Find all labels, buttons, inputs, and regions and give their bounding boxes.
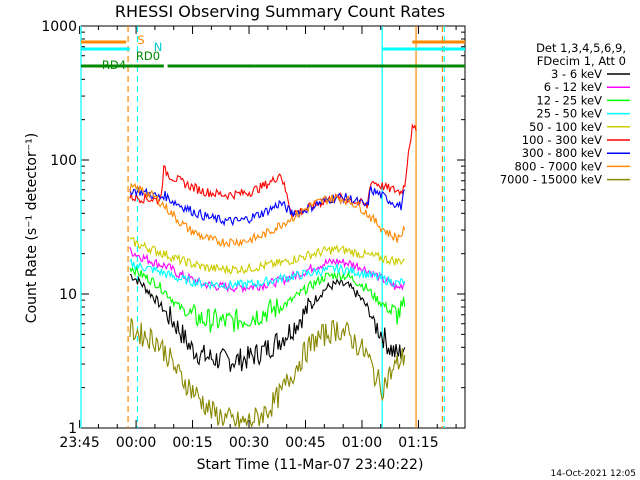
legend-label: 7000 - 15000 keV [500,173,602,187]
legend-label: 100 - 300 keV [522,133,602,147]
legend-header-line-1: Det 1,3,4,5,6,9, [536,41,626,55]
x-tick-label: 00:30 [229,435,269,451]
legend-label: 50 - 100 keV [529,120,602,134]
legend-label: 25 - 50 keV [536,107,602,121]
series-line-300-800keV [129,186,406,227]
series-line-50-100keV [129,237,405,276]
series-line-25-50keV [129,258,406,291]
series-line-100-300keV [129,123,417,218]
legend-label: 800 - 7000 keV [514,159,602,173]
series-line-7000-15000keV [129,318,406,429]
x-tick-label: 00:45 [285,435,325,451]
series-line-12-25keV [129,266,406,333]
x-tick-label: 01:00 [342,435,382,451]
plot-frame [80,25,466,429]
y-tick-label: 1000 [41,19,77,35]
x-tick-label: 01:15 [398,435,438,451]
x-axis-label: Start Time (11-Mar-07 23:40:22) [197,457,424,473]
legend-label: 6 - 12 keV [544,80,602,94]
footer-date: 14-Oct-2021 12:05 [551,469,636,479]
series-line-6-12keV [129,246,406,294]
legend-label: 300 - 800 keV [522,146,602,160]
chart-title: RHESSI Observing Summary Count Rates [115,2,445,21]
state-bar-label-rd0: RD0 [136,49,160,63]
y-tick-label: 100 [50,153,77,169]
legend-header-line-2: FDecim 1, Att 0 [537,54,626,68]
state-bar-label-s: S [137,33,144,47]
y-axis-label: Count Rate (s⁻¹ detector⁻¹) [24,133,40,323]
x-tick-label: 00:15 [172,435,212,451]
legend-label: 3 - 6 keV [551,67,602,81]
legend-label: 12 - 25 keV [536,93,602,107]
x-tick-label: 00:00 [116,435,156,451]
state-bar-label-n: N [154,40,163,54]
plot-layer: 1 10 100 1000 23:45 00:00 00:15 00:30 00:45 01:00… [41,19,630,451]
state-bar-label-rd4: RD4 [102,58,126,72]
series-line-800-7000keV [129,182,406,248]
x-tick-label: 23:45 [59,435,99,451]
y-tick-label: 1 [68,421,77,437]
series-line-3-6keV [129,273,406,372]
y-tick-label: 10 [59,287,77,303]
